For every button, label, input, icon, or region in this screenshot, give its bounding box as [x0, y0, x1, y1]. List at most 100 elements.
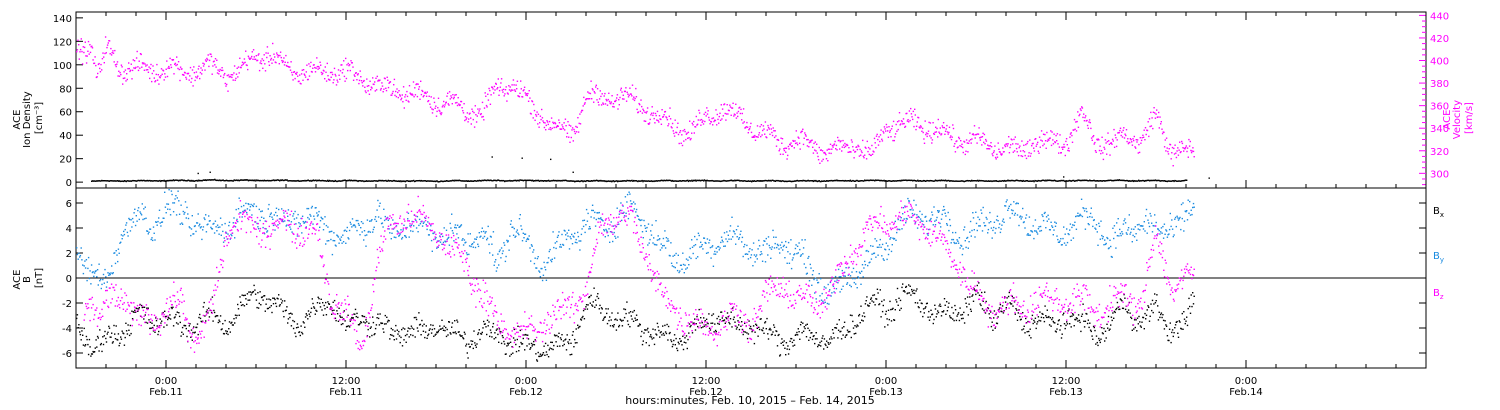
velocity-point — [773, 130, 775, 132]
density-point — [354, 179, 357, 182]
bx-point — [686, 347, 688, 350]
bx-point — [293, 320, 296, 323]
bx-point — [345, 326, 348, 328]
density-point — [103, 180, 105, 182]
density-point — [359, 180, 361, 182]
density-point — [336, 180, 338, 183]
velocity-point — [190, 81, 192, 83]
velocity-point — [778, 150, 780, 152]
velocity-point — [582, 105, 584, 107]
density-point — [266, 179, 268, 182]
density-point — [588, 180, 590, 182]
velocity-point — [775, 135, 777, 137]
by-point — [94, 270, 96, 273]
bx-point — [376, 317, 378, 319]
velocity-point — [92, 59, 94, 61]
bx-point — [1091, 335, 1093, 337]
velocity-point — [785, 147, 788, 149]
velocity-point — [762, 125, 765, 127]
bx-point — [556, 334, 558, 337]
velocity-point — [938, 131, 940, 133]
velocity-point — [911, 116, 913, 118]
velocity-point — [721, 108, 724, 110]
bx-point — [353, 313, 355, 315]
velocity-point — [1167, 153, 1170, 155]
velocity-point — [1160, 123, 1162, 125]
velocity-point — [985, 140, 988, 142]
velocity-point — [223, 74, 225, 76]
density-point — [934, 179, 937, 181]
b-tick-label: -4 — [62, 324, 72, 335]
bx-point — [368, 322, 370, 324]
velocity-point — [695, 115, 697, 118]
density-point — [118, 180, 121, 182]
bx-point — [150, 327, 152, 329]
density-point — [701, 179, 703, 182]
velocity-point — [1135, 147, 1137, 149]
bx-point — [421, 319, 423, 322]
velocity-point — [1015, 147, 1018, 150]
velocity-point — [885, 130, 887, 132]
velocity-point — [523, 89, 525, 91]
density-point — [145, 180, 148, 182]
bx-point — [1142, 316, 1145, 319]
by-point — [144, 206, 146, 208]
density-point — [680, 180, 682, 182]
velocity-point — [1113, 128, 1115, 131]
velocity-point — [947, 133, 949, 135]
density-point — [753, 180, 755, 182]
bx-point — [946, 301, 948, 303]
velocity-point — [141, 66, 143, 68]
bx-point — [453, 332, 455, 334]
velocity-point — [165, 68, 167, 70]
velocity-point — [1038, 152, 1040, 154]
velocity-point — [294, 77, 296, 80]
bx-point — [196, 326, 198, 329]
velocity-point — [736, 112, 738, 114]
velocity-point — [211, 73, 213, 75]
bx-point — [304, 316, 307, 318]
velocity-point — [246, 64, 248, 67]
density-point — [1033, 180, 1035, 183]
b-tick-label: 4 — [66, 224, 72, 235]
bx-point — [758, 326, 760, 329]
density-point — [477, 179, 479, 182]
by-point — [219, 217, 222, 219]
bx-point — [761, 329, 764, 332]
velocity-point — [746, 126, 749, 128]
density-point — [808, 180, 810, 182]
density-point — [1140, 180, 1142, 182]
bx-point — [524, 349, 526, 351]
velocity-point — [423, 92, 426, 94]
density-point — [1131, 180, 1133, 182]
density-point — [789, 180, 792, 182]
density-point — [1087, 180, 1089, 182]
bx-point — [389, 338, 391, 340]
bx-point — [940, 305, 942, 307]
velocity-point — [639, 103, 641, 106]
velocity-point — [1060, 152, 1062, 154]
density-point — [731, 180, 733, 182]
bx-point — [534, 339, 536, 341]
bx-point — [727, 316, 729, 318]
bx-point — [946, 310, 949, 312]
density-point — [391, 180, 394, 182]
density-point — [735, 180, 737, 182]
density-point — [1018, 180, 1020, 182]
density-point — [119, 180, 122, 183]
velocity-point — [795, 130, 797, 132]
velocity-point — [296, 71, 298, 74]
velocity-point — [605, 98, 607, 101]
velocity-point — [569, 141, 571, 143]
bx-point — [266, 298, 268, 300]
by-point — [177, 190, 179, 192]
velocity-point — [1017, 143, 1019, 145]
density-point — [93, 180, 95, 182]
bx-point — [978, 294, 981, 296]
density-point — [1009, 180, 1012, 182]
velocity-point — [160, 68, 163, 70]
bx-point — [401, 345, 404, 347]
bx-point — [568, 342, 570, 345]
velocity-point — [325, 71, 327, 73]
bx-point — [793, 344, 796, 346]
